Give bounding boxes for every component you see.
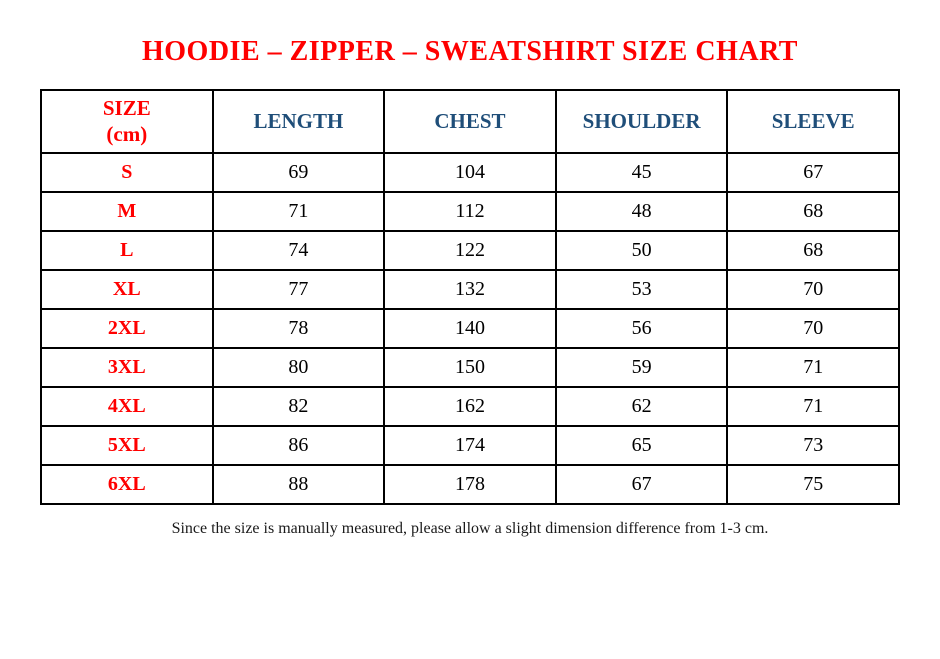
column-header-shoulder: SHOULDER [554, 89, 729, 154]
size-label: 5XL [40, 425, 214, 466]
size-label: 6XL [40, 464, 214, 505]
measurement-value: 67 [554, 464, 729, 505]
size-row-s: S 69 104 45 67 [40, 152, 900, 193]
size-row-6xl: 6XL 88 178 67 75 [40, 464, 900, 505]
measurement-value: 88 [211, 464, 386, 505]
measurement-value: 45 [554, 152, 729, 193]
column-header-size: SIZE (cm) [40, 89, 214, 154]
measurement-value: 174 [383, 425, 557, 466]
measurement-value: 50 [554, 230, 729, 271]
measurement-value: 56 [554, 308, 729, 349]
size-label: M [40, 191, 214, 232]
size-row-xl: XL 77 132 53 70 [40, 269, 900, 310]
measurement-value: 59 [554, 347, 729, 388]
measurement-value: 178 [383, 464, 557, 505]
measurement-value: 80 [211, 347, 386, 388]
size-row-4xl: 4XL 82 162 62 71 [40, 386, 900, 427]
measurement-value: 68 [726, 230, 900, 271]
column-header-sleeve: SLEEVE [726, 89, 900, 154]
measurement-value: 162 [383, 386, 557, 427]
size-chart-table: SIZE (cm) LENGTH CHEST SHOULDER SLEEVE S 69 104… [40, 89, 900, 505]
measurement-value: 82 [211, 386, 386, 427]
measurement-value: 70 [726, 269, 900, 310]
measurement-value: 71 [211, 191, 386, 232]
measurement-value: 112 [383, 191, 557, 232]
measurement-disclaimer: Since the size is manually measured, ple… [171, 520, 769, 537]
measurement-value: 62 [554, 386, 729, 427]
page-title: HOODIE – ZIPPER – SWEATSHIRT SIZE CHART [142, 36, 798, 67]
measurement-value: 65 [554, 425, 729, 466]
measurement-value: 71 [726, 386, 900, 427]
size-row-2xl: 2XL 78 140 56 70 [40, 308, 900, 349]
measurement-value: 122 [383, 230, 557, 271]
size-label: 4XL [40, 386, 214, 427]
size-label: L [40, 230, 214, 271]
size-label: 2XL [40, 308, 214, 349]
measurement-value: 67 [726, 152, 900, 193]
measurement-value: 70 [726, 308, 900, 349]
size-label: XL [40, 269, 214, 310]
size-label: 3XL [40, 347, 214, 388]
size-chart-header-row: SIZE (cm) LENGTH CHEST SHOULDER SLEEVE [40, 89, 900, 154]
size-label: S [40, 152, 214, 193]
measurement-value: 48 [554, 191, 729, 232]
measurement-value: 75 [726, 464, 900, 505]
measurement-value: 140 [383, 308, 557, 349]
measurement-value: 74 [211, 230, 386, 271]
size-row-l: L 74 122 50 68 [40, 230, 900, 271]
measurement-value: 71 [726, 347, 900, 388]
size-row-5xl: 5XL 86 174 65 73 [40, 425, 900, 466]
measurement-value: 73 [726, 425, 900, 466]
measurement-value: 53 [554, 269, 729, 310]
column-header-length: LENGTH [211, 89, 386, 154]
measurement-value: 68 [726, 191, 900, 232]
measurement-value: 150 [383, 347, 557, 388]
measurement-value: 78 [211, 308, 386, 349]
size-row-m: M 71 112 48 68 [40, 191, 900, 232]
measurement-value: 77 [211, 269, 386, 310]
measurement-value: 104 [383, 152, 557, 193]
size-row-3xl: 3XL 80 150 59 71 [40, 347, 900, 388]
size-chart-body: S 69 104 45 67 M 71 112 48 68 L 74 122 50 68 XL 77 132 53 7… [40, 152, 900, 505]
column-header-chest: CHEST [383, 89, 557, 154]
measurement-value: 132 [383, 269, 557, 310]
page-artifact-dot: . [477, 37, 481, 53]
measurement-value: 86 [211, 425, 386, 466]
measurement-value: 69 [211, 152, 386, 193]
